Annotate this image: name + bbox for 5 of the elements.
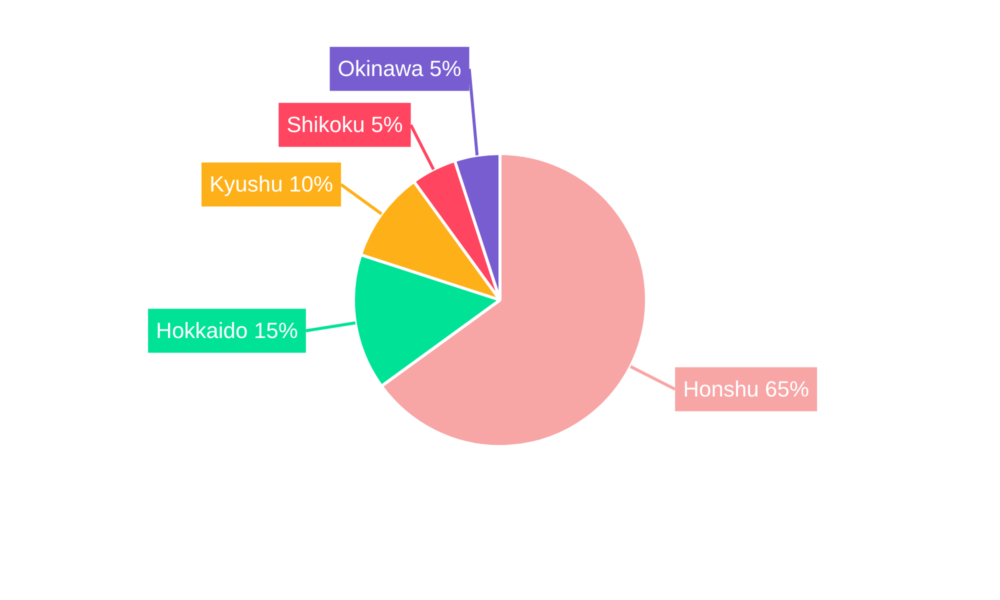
slice-label: Kyushu 10% — [210, 172, 334, 197]
slice-label: Honshu 65% — [683, 376, 810, 402]
slice-label: Shikoku 5% — [286, 112, 403, 137]
slice-label: Hokkaido 15% — [156, 318, 298, 343]
slice-label: Okinawa 5% — [338, 56, 462, 81]
